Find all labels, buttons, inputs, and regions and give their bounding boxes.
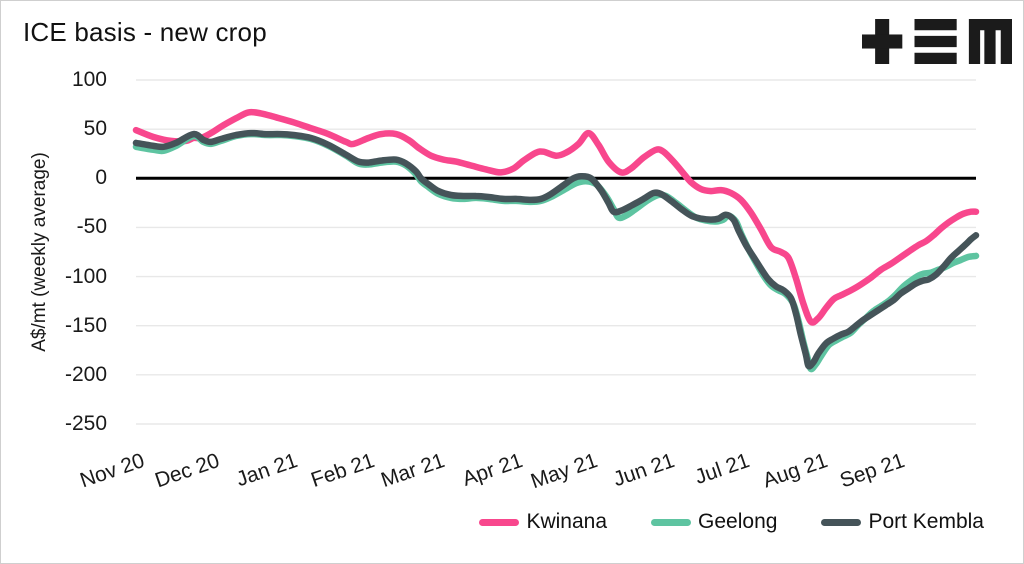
y-tick-label-50: 50	[83, 117, 107, 141]
y-tick-label-100: 100	[71, 68, 107, 91]
y-tick-label-0: 0	[95, 166, 107, 190]
series-line-kwinana[interactable]	[132, 108, 980, 326]
chart-title: ICE basis - new crop	[23, 17, 267, 47]
legend-swatch-icon	[651, 518, 692, 526]
chart-legend: Kwinana Geelong Port Kembla	[479, 510, 984, 534]
legend-item-port-kembla[interactable]: Port Kembla	[821, 510, 984, 534]
y-tick-label--150: -150	[64, 313, 107, 337]
y-tick-label--250: -250	[64, 412, 107, 435]
legend-item-kwinana[interactable]: Kwinana	[479, 510, 607, 534]
legend-item-geelong[interactable]: Geelong	[651, 510, 777, 534]
legend-label: Port Kembla	[868, 510, 984, 533]
legend-swatch-icon	[821, 518, 862, 526]
y-tick-label--50: -50	[76, 215, 107, 239]
tem-logo	[862, 17, 1012, 66]
y-tick-label--100: -100	[64, 264, 107, 288]
series-line-port-kembla[interactable]	[132, 129, 980, 370]
tem-logo-icon	[862, 19, 1012, 64]
legend-label: Geelong	[698, 510, 778, 533]
legend-label: Kwinana	[526, 510, 608, 533]
y-tick-label--200: -200	[64, 362, 107, 386]
legend-swatch-icon	[479, 518, 520, 526]
